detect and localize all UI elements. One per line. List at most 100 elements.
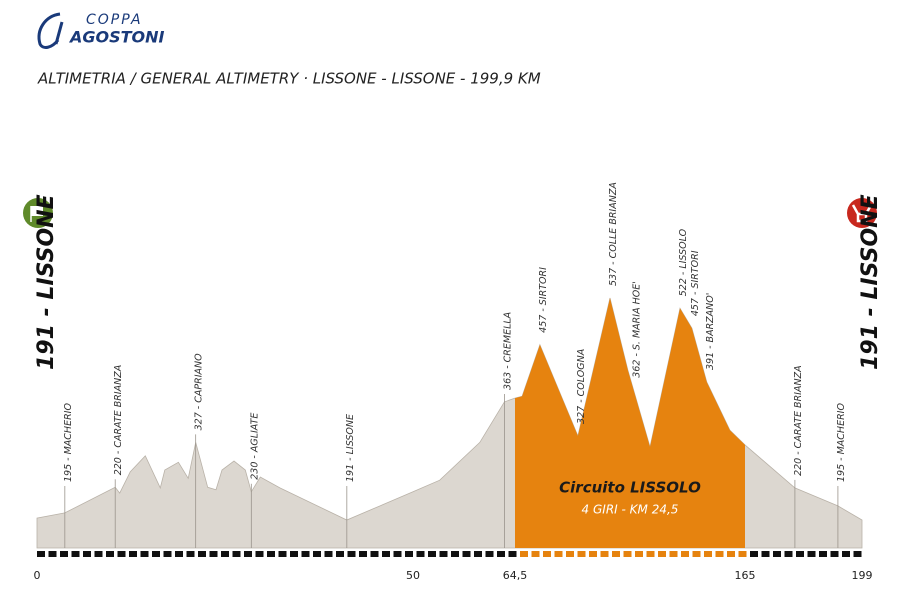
baseline-dash — [290, 551, 298, 557]
baseline-dash — [658, 551, 666, 557]
baseline-dash — [577, 551, 586, 557]
annotation-label: 537 - COLLE BRIANZA — [608, 182, 619, 286]
annotation-label: 363 - CREMELLA — [502, 312, 513, 390]
baseline-dash — [497, 551, 505, 557]
chart-title: ALTIMETRIA / GENERAL ALTIMETRY · LISSONE… — [37, 70, 541, 88]
baseline-dash — [278, 551, 287, 557]
x-tick-label: 0 — [34, 569, 41, 582]
baseline-dash — [232, 551, 241, 557]
annotation-label: 327 - CAPRIANO — [194, 353, 205, 430]
baseline-dash — [773, 551, 781, 557]
annotation-label: 220 - CARATE BRIANZA — [793, 365, 804, 476]
baseline-dash — [796, 551, 804, 557]
baseline-dash — [71, 551, 80, 557]
annotation-label: 457 - SIRTORI — [538, 267, 549, 333]
baseline-dash — [163, 551, 172, 557]
annotation-label: 220 - CARATE BRIANZA — [113, 365, 124, 476]
baseline-dash — [646, 551, 655, 557]
baseline-dash — [301, 551, 310, 557]
baseline-dash — [451, 551, 459, 557]
logo-bottom: AGOSTONI — [68, 28, 165, 47]
baseline-dash — [830, 551, 839, 557]
baseline-dash — [60, 551, 68, 557]
baseline-dash — [761, 551, 770, 557]
baseline-dash — [600, 551, 609, 557]
x-tick-label: 165 — [735, 569, 756, 582]
finish-figure — [851, 204, 873, 223]
circuit-label: Circuito LISSOLO — [559, 479, 701, 497]
baseline-dash — [508, 551, 517, 557]
circuit-sublabel: 4 GIRI - KM 24,5 — [582, 503, 679, 517]
baseline-dash — [738, 551, 747, 557]
baseline-dash — [842, 551, 850, 557]
baseline-dash — [117, 551, 126, 557]
baseline-dash — [704, 551, 712, 557]
annotation-label: 327 - COLOGNA — [576, 349, 587, 424]
baseline-dash — [83, 551, 91, 557]
baseline-dash — [94, 551, 103, 557]
baseline-dash — [336, 551, 344, 557]
logo-top: COPPA — [86, 12, 143, 28]
baseline-dash — [175, 551, 183, 557]
x-tick-label: 50 — [406, 569, 420, 582]
baseline-dash — [750, 551, 758, 557]
baseline-dash — [531, 551, 540, 557]
logo-mark — [37, 12, 64, 49]
baseline-dash — [393, 551, 402, 557]
baseline-dash — [589, 551, 597, 557]
annotation-label: 362 - S. MARIA HOE' — [632, 281, 643, 378]
baseline-dash — [152, 551, 160, 557]
baseline-dash — [727, 551, 735, 557]
baseline-dash — [405, 551, 413, 557]
baseline-dash — [784, 551, 793, 557]
x-tick-label: 64,5 — [503, 569, 528, 582]
baseline-dash — [566, 551, 574, 557]
annotation-label: 230 - AGLIATE — [249, 413, 260, 480]
baseline-dash — [198, 551, 206, 557]
baseline-dash — [439, 551, 448, 557]
annotation-label: 457 - SIRTORI — [690, 250, 701, 316]
annotation-label: 195 - MACHERIO — [836, 403, 847, 482]
baseline-dash — [129, 551, 137, 557]
annotation-label: 522 - LISSOLO — [678, 228, 689, 296]
annotation-label: 391 - BARZANO' — [705, 293, 716, 370]
finish-icon — [847, 198, 877, 228]
baseline-dash — [612, 551, 620, 557]
baseline-dash — [543, 551, 551, 557]
baseline-dash — [428, 551, 436, 557]
baseline-dash — [106, 551, 114, 557]
baseline-dash — [635, 551, 643, 557]
baseline-dash — [140, 551, 149, 557]
x-tick-label: 199 — [852, 569, 873, 582]
baseline-dash — [209, 551, 218, 557]
baseline-dash — [221, 551, 229, 557]
baseline-dash — [186, 551, 195, 557]
baseline-dash — [819, 551, 827, 557]
baseline-dash — [244, 551, 252, 557]
baseline-dash — [382, 551, 390, 557]
baseline-dash — [520, 551, 528, 557]
annotation-label: 195 - MACHERIO — [63, 403, 74, 482]
baseline-dash — [681, 551, 689, 557]
baseline-dash — [474, 551, 482, 557]
baseline-dash — [347, 551, 356, 557]
logo: COPPA AGOSTONI — [37, 12, 165, 49]
baseline-dash — [807, 551, 816, 557]
baseline-dash — [370, 551, 379, 557]
baseline-dash — [416, 551, 425, 557]
baseline-dash — [267, 551, 275, 557]
baseline-dash — [692, 551, 701, 557]
baseline-dash — [324, 551, 333, 557]
baseline-dash — [37, 551, 45, 557]
baseline-dash — [313, 551, 321, 557]
finish-label: 191 - LISSONE — [858, 194, 883, 370]
baseline-dash — [669, 551, 678, 557]
baseline-dash — [623, 551, 632, 557]
annotation-label: 191 - LISSONE — [345, 414, 356, 482]
start-icon — [23, 198, 53, 228]
start-flag — [31, 206, 43, 216]
baseline-dash — [359, 551, 367, 557]
circuit-area — [515, 298, 745, 548]
baseline-dash — [554, 551, 563, 557]
